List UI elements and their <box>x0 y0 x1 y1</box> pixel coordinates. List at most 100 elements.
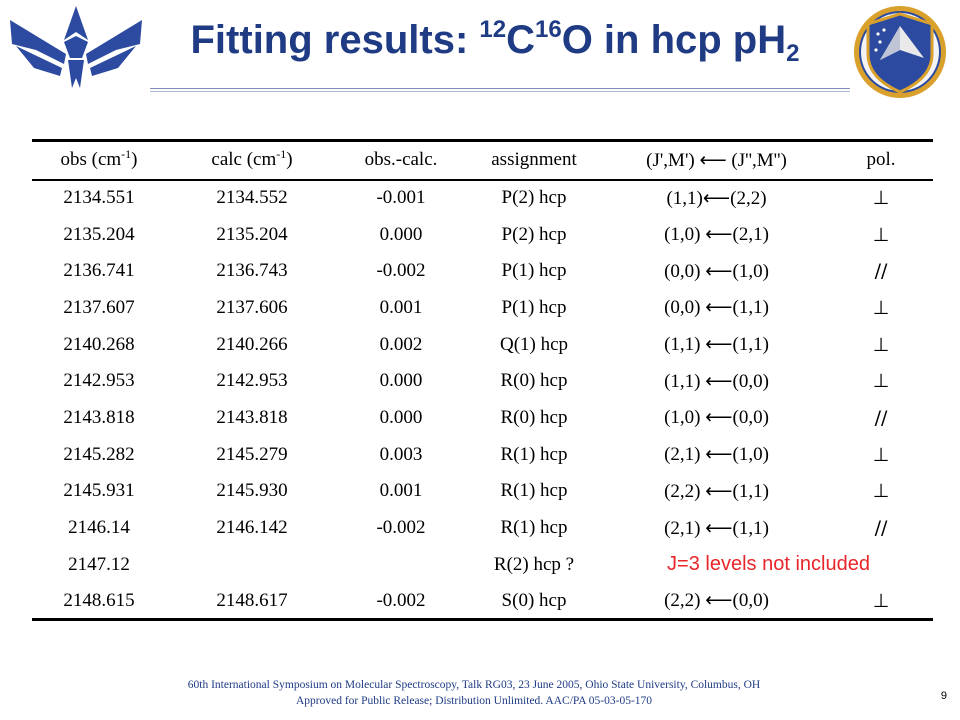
assignment-value: R(0) hcp <box>500 370 568 392</box>
table-row: 2137.607 2137.606 0.001 P(1) hcp (0,0) ⟵(1,1… <box>32 290 933 327</box>
quantum-numbers-value: (1,0) ⟵(2,1) <box>664 224 769 246</box>
quantum-numbers-value: (1,1)⟵(2,2) <box>666 187 767 209</box>
obs-value: 2148.615 <box>63 589 135 611</box>
polarization-value: ⊥ <box>872 589 890 612</box>
quantum-numbers-value: (0,0) ⟵(1,1) <box>664 297 769 319</box>
obs-minus-calc-value: -0.002 <box>376 260 426 282</box>
polarization-value: ⊥ <box>872 187 890 210</box>
obs-minus-calc-value: 0.000 <box>379 370 423 392</box>
obs-minus-calc-value: 0.000 <box>379 406 423 428</box>
assignment-value: R(1) hcp <box>500 480 568 502</box>
polarization-value: ⊥ <box>872 333 890 356</box>
table-row: 2142.953 2142.953 0.000 R(0) hcp (1,1) ⟵(0,0… <box>32 363 933 400</box>
polarization-value: ⊥ <box>872 443 890 466</box>
afrl-emblem <box>854 6 946 98</box>
header-quantum-numbers: (J',M') ⟵ (J'',M'') <box>646 149 787 171</box>
obs-value: 2145.931 <box>63 480 135 502</box>
table-row: 2135.204 2135.204 0.000 P(2) hcp (1,0) ⟵(2,1… <box>32 216 933 253</box>
obs-value: 2142.953 <box>63 370 135 392</box>
table-row: 2147.12 R(2) hcp ? J=3 levels not included <box>32 546 933 583</box>
header-obs: obs (cm-1) <box>60 147 138 171</box>
polarization-value: ⊥ <box>872 370 890 393</box>
obs-value: 2137.607 <box>63 296 135 318</box>
quantum-numbers-value: (0,0) ⟵(1,0) <box>664 260 769 282</box>
assignment-value: P(1) hcp <box>501 260 567 282</box>
polarization-value: // <box>874 406 888 429</box>
footer-line-2: Approved for Public Release; Distributio… <box>295 695 653 707</box>
table-row: 2143.818 2143.818 0.000 R(0) hcp (1,0) ⟵(0,0… <box>32 400 933 437</box>
obs-minus-calc-value: -0.002 <box>376 517 426 539</box>
header-calc: calc (cm-1) <box>211 147 293 171</box>
table-row: 2136.741 2136.743 -0.002 P(1) hcp (0,0) ⟵(1,… <box>32 253 933 290</box>
calc-value: 2134.552 <box>216 187 288 209</box>
assignment-value: P(2) hcp <box>501 187 567 209</box>
assignment-value: R(2) hcp ? <box>493 553 575 575</box>
table-row: 2146.14 2146.142 -0.002 R(1) hcp (2,1) ⟵(1,1… <box>32 510 933 547</box>
polarization-value: ⊥ <box>872 296 890 319</box>
obs-minus-calc-value: 0.002 <box>379 333 423 355</box>
table-row: 2145.282 2145.279 0.003 R(1) hcp (2,1) ⟵(1,0… <box>32 436 933 473</box>
header-obs-minus-calc: obs.-calc. <box>364 149 438 171</box>
calc-value: 2140.266 <box>216 333 288 355</box>
air-force-wings-logo <box>10 6 142 88</box>
obs-minus-calc-value <box>338 546 464 583</box>
calc-value <box>166 546 338 583</box>
obs-minus-calc-value: -0.002 <box>376 589 426 611</box>
assignment-value: R(0) hcp <box>500 406 568 428</box>
obs-value: 2136.741 <box>63 260 135 282</box>
table-body: 2134.551 2134.552 -0.001 P(2) hcp (1,1)⟵(2,2… <box>32 180 933 620</box>
polarization-value: ⊥ <box>872 480 890 503</box>
calc-value: 2137.606 <box>216 296 288 318</box>
slide-title: Fitting results: 12C16O in hcp pH2 <box>190 16 800 67</box>
obs-value: 2145.282 <box>63 443 135 465</box>
assignment-value: P(1) hcp <box>501 296 567 318</box>
calc-value: 2146.142 <box>216 517 288 539</box>
assignment-value: P(2) hcp <box>501 223 567 245</box>
assignment-value: R(1) hcp <box>500 443 568 465</box>
footer-line-1: 60th International Symposium on Molecula… <box>187 679 761 691</box>
obs-value: 2146.14 <box>68 517 130 539</box>
obs-value: 2143.818 <box>63 406 135 428</box>
table-header-row: obs (cm-1) calc (cm-1) obs.-calc. assign… <box>32 141 933 180</box>
page-number: 9 <box>940 690 947 702</box>
calc-value: 2143.818 <box>216 406 288 428</box>
calc-value: 2135.204 <box>216 223 288 245</box>
fitting-results-table: obs (cm-1) calc (cm-1) obs.-calc. assign… <box>32 139 933 621</box>
table-row: 2134.551 2134.552 -0.001 P(2) hcp (1,1)⟵(2,2… <box>32 180 933 217</box>
polarization-value: // <box>874 260 888 283</box>
title-underline-secondary <box>150 91 850 92</box>
quantum-numbers-value: (1,1) ⟵(0,0) <box>664 370 769 392</box>
obs-value: 2147.12 <box>68 553 130 575</box>
calc-value: 2136.743 <box>216 260 288 282</box>
obs-value: 2140.268 <box>63 333 135 355</box>
obs-minus-calc-value: 0.003 <box>379 443 423 465</box>
assignment-value: R(1) hcp <box>500 517 568 539</box>
assignment-value: Q(1) hcp <box>499 333 569 355</box>
header-polarization: pol. <box>866 149 896 171</box>
calc-value: 2145.279 <box>216 443 288 465</box>
obs-minus-calc-value: 0.000 <box>379 223 423 245</box>
excluded-levels-note: J=3 levels not included <box>667 553 870 576</box>
quantum-numbers-value: (2,1) ⟵(1,0) <box>664 444 769 466</box>
assignment-value: S(0) hcp <box>501 589 567 611</box>
header-assignment: assignment <box>491 149 577 171</box>
polarization-value: // <box>874 517 888 540</box>
obs-value: 2134.551 <box>63 187 135 209</box>
table-row: 2148.615 2148.617 -0.002 S(0) hcp (2,2) ⟵(0,… <box>32 583 933 620</box>
slide-footer: 60th International Symposium on Molecula… <box>0 677 960 709</box>
quantum-numbers-value: (2,2) ⟵(0,0) <box>664 590 769 612</box>
table-row: 2140.268 2140.266 0.002 Q(1) hcp (1,1) ⟵(1,1… <box>32 326 933 363</box>
polarization-value: ⊥ <box>872 223 890 246</box>
table-row: 2145.931 2145.930 0.001 R(1) hcp (2,2) ⟵(1,1… <box>32 473 933 510</box>
calc-value: 2145.930 <box>216 480 288 502</box>
quantum-numbers-value: (1,0) ⟵(0,0) <box>664 407 769 429</box>
quantum-numbers-value: (1,1) ⟵(1,1) <box>664 334 769 356</box>
calc-value: 2142.953 <box>216 370 288 392</box>
quantum-numbers-value: (2,1) ⟵(1,1) <box>664 517 769 539</box>
title-underline <box>150 88 850 89</box>
obs-minus-calc-value: 0.001 <box>379 296 423 318</box>
quantum-numbers-value: (2,2) ⟵(1,1) <box>664 480 769 502</box>
obs-minus-calc-value: -0.001 <box>376 187 426 209</box>
obs-minus-calc-value: 0.001 <box>379 480 423 502</box>
calc-value: 2148.617 <box>216 589 288 611</box>
